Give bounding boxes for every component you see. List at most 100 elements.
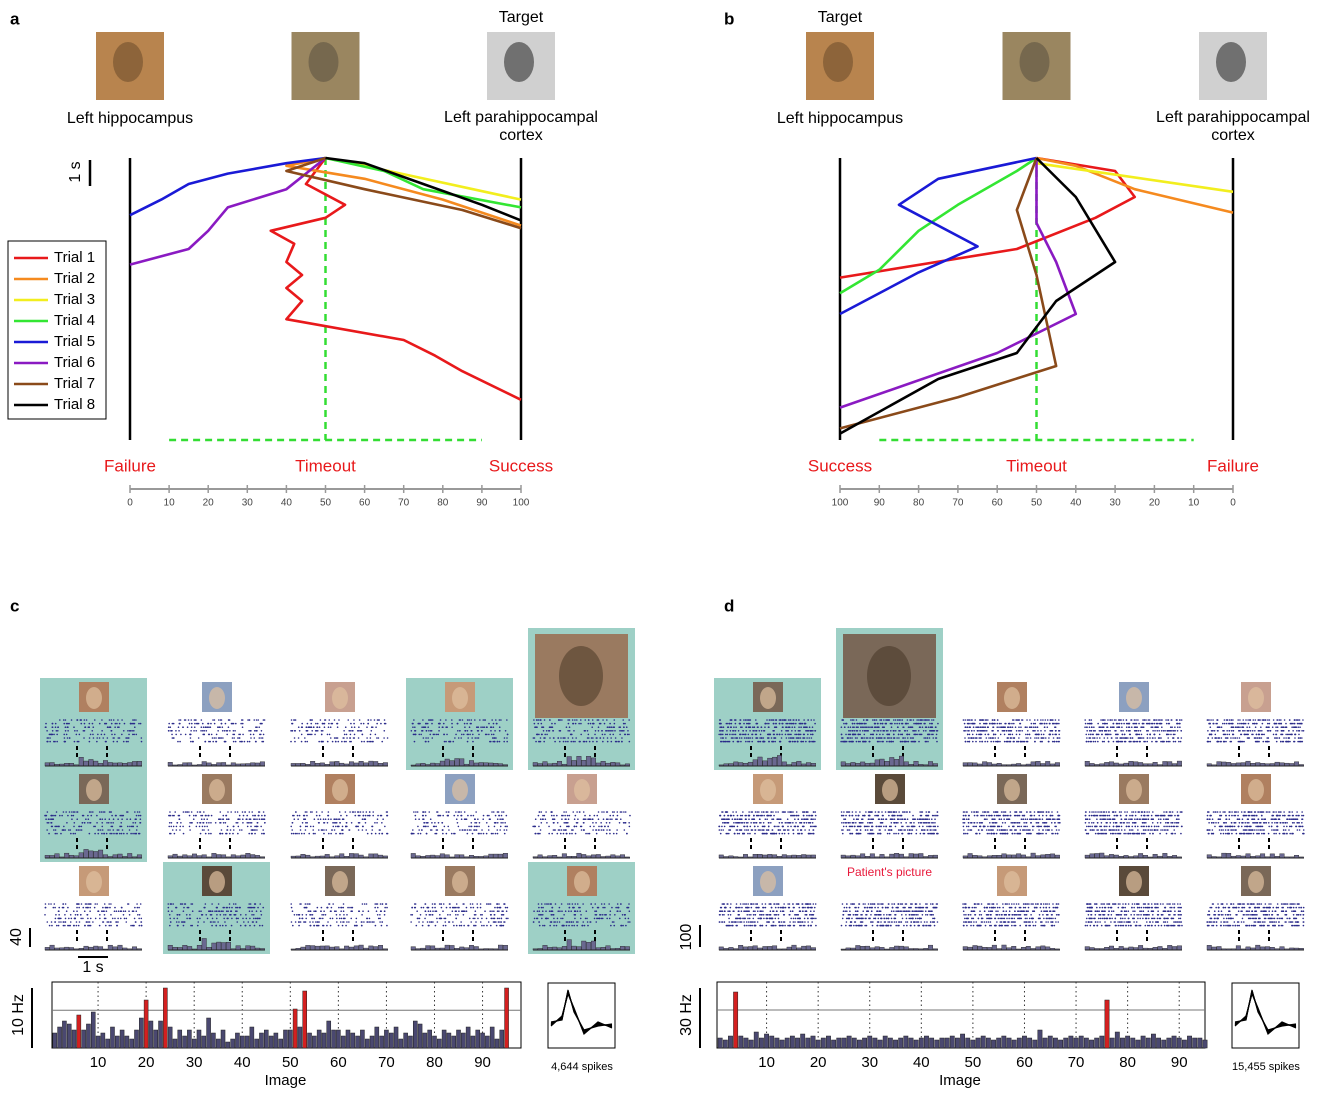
trajectory: [840, 158, 1056, 428]
raster-dot: [195, 719, 197, 721]
raster-dot: [800, 741, 802, 743]
raster-dot: [345, 811, 347, 813]
psth-bar: [1109, 762, 1114, 766]
raster-dot: [428, 741, 430, 743]
raster-dot: [82, 918, 84, 920]
psth-bar: [763, 761, 768, 766]
psth-bar: [567, 757, 572, 766]
psth-bar: [777, 755, 782, 766]
raster-dot: [183, 907, 185, 909]
psth-bar: [572, 760, 577, 766]
raster-dot: [1159, 734, 1161, 736]
raster-dot: [1049, 734, 1051, 736]
raster-dot: [238, 737, 240, 739]
raster-dot: [203, 734, 205, 736]
raster-dot: [168, 723, 170, 725]
psth-bar: [64, 853, 69, 858]
raster-dot: [752, 734, 754, 736]
raster-dot: [865, 723, 867, 725]
raster-dot: [104, 723, 106, 725]
psth-bar: [187, 946, 192, 950]
raster-dot: [430, 818, 432, 820]
raster-dot: [313, 726, 315, 728]
raster-dot: [613, 925, 615, 927]
raster-dot: [457, 815, 459, 817]
raster-dot: [1179, 723, 1181, 725]
raster-dot: [135, 921, 137, 923]
raster-dot: [856, 723, 858, 725]
raster-dot: [420, 914, 422, 916]
raster-dot: [96, 815, 98, 817]
raster-dot: [237, 918, 239, 920]
raster-dot: [739, 737, 741, 739]
raster-dot: [1118, 726, 1120, 728]
raster-dot: [1057, 737, 1059, 739]
raster-dot: [493, 726, 495, 728]
raster-dot: [323, 914, 325, 916]
psth-bar: [620, 946, 625, 950]
raster-dot: [782, 726, 784, 728]
raster-dot: [251, 914, 253, 916]
raster-dot: [1103, 726, 1105, 728]
raster-dot: [538, 815, 540, 817]
raster-dot: [899, 723, 901, 725]
raster-dot: [135, 734, 137, 736]
raster-dot: [846, 741, 848, 743]
raster-dot: [568, 910, 570, 912]
raster-dot: [800, 734, 802, 736]
raster-dot: [766, 723, 768, 725]
raster-dot: [112, 822, 114, 824]
raster-dot: [55, 723, 57, 725]
raster-dot: [320, 910, 322, 912]
raster-dot: [427, 907, 429, 909]
raster-dot: [567, 815, 569, 817]
raster-dot: [418, 829, 420, 831]
raster-dot: [262, 737, 264, 739]
raster-dot: [1134, 730, 1136, 732]
raster-dot: [202, 815, 204, 817]
raster-dot: [386, 811, 388, 813]
raster-dot: [308, 833, 310, 835]
raster-dot: [110, 826, 112, 828]
raster-dot: [55, 833, 57, 835]
raster-dot: [471, 719, 473, 721]
raster-dot: [203, 811, 205, 813]
raster-dot: [581, 925, 583, 927]
raster-dot: [1179, 726, 1181, 728]
raster-dot: [592, 822, 594, 824]
raster-dot: [506, 829, 508, 831]
raster-dot: [119, 815, 121, 817]
raster-dot: [813, 719, 815, 721]
raster-dot: [231, 925, 233, 927]
raster-dot: [471, 737, 473, 739]
raster-dot: [469, 918, 471, 920]
raster-dot: [893, 734, 895, 736]
raster-dot: [447, 811, 449, 813]
raster-dot: [1212, 719, 1214, 721]
raster-dot: [743, 723, 745, 725]
raster-dot: [384, 826, 386, 828]
raster-dot: [254, 815, 256, 817]
raster-dot: [1175, 741, 1177, 743]
raster-dot: [1252, 719, 1254, 721]
psth-bar: [469, 761, 474, 766]
raster-dot: [969, 737, 971, 739]
raster-dot: [791, 726, 793, 728]
psth-bar: [625, 947, 630, 950]
raster-dot: [305, 741, 307, 743]
raster-dot: [328, 833, 330, 835]
raster-dot: [302, 822, 304, 824]
raster-dot: [984, 741, 986, 743]
raster-dot: [343, 914, 345, 916]
raster-dot: [446, 907, 448, 909]
raster-dot: [449, 914, 451, 916]
raster-dot: [342, 833, 344, 835]
raster-dot: [580, 734, 582, 736]
raster-dot: [185, 811, 187, 813]
raster-dot: [1169, 741, 1171, 743]
raster-dot: [1138, 723, 1140, 725]
raster-dot: [1114, 719, 1116, 721]
raster-dot: [113, 741, 115, 743]
raster-dot: [1170, 730, 1172, 732]
raster-dot: [900, 741, 902, 743]
